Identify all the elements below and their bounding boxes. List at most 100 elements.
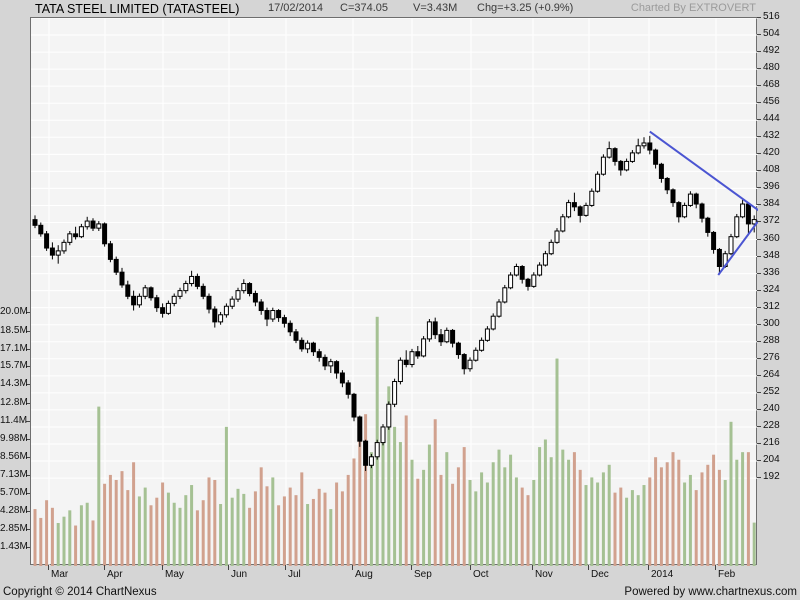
volume-bar	[358, 436, 362, 566]
candle-body	[374, 442, 380, 458]
volume-bar	[265, 486, 269, 566]
volume-bar	[404, 415, 408, 566]
month-label: Aug	[355, 569, 373, 580]
volume-bar	[219, 504, 223, 566]
volume-bar	[126, 490, 130, 566]
candle-body	[287, 322, 293, 333]
candle-body	[32, 219, 38, 226]
volume-bar	[456, 467, 460, 566]
price-axis-label: 288	[763, 335, 780, 346]
volume-bar	[369, 452, 373, 566]
candle-body	[647, 142, 653, 151]
price-tick-mark	[757, 477, 761, 478]
month-label: Oct	[473, 569, 489, 580]
volume-bar	[752, 522, 756, 566]
volume-bar	[335, 482, 339, 566]
price-tick-mark	[757, 307, 761, 308]
month-tick-mark	[104, 565, 105, 570]
price-axis-label: 396	[763, 181, 780, 192]
candle-body	[525, 278, 531, 287]
volume-bar	[317, 488, 321, 566]
volume-bar	[677, 459, 681, 566]
candle-body	[328, 361, 334, 367]
price-axis-label: 360	[763, 233, 780, 244]
candle-body	[397, 359, 403, 383]
candle-body	[415, 351, 421, 357]
chart-plot-area[interactable]	[30, 17, 758, 566]
volume-axis-label: 14.3M	[0, 378, 28, 389]
volume-bar	[114, 479, 118, 566]
candle-body	[571, 202, 577, 208]
price-tick-mark	[757, 136, 761, 137]
candle-body	[606, 148, 612, 158]
candle-body	[281, 317, 287, 324]
volume-bar	[526, 495, 530, 566]
price-axis-label: 216	[763, 437, 780, 448]
volume-axis-label: 15.7M	[0, 360, 28, 371]
price-axis-label: 492	[763, 45, 780, 56]
candle-body	[49, 247, 55, 256]
volume-bar	[74, 525, 78, 566]
volume-bar	[184, 495, 188, 566]
volume-bar	[161, 482, 165, 566]
price-axis-label: 348	[763, 250, 780, 261]
price-tick-mark	[757, 392, 761, 393]
candle-body	[44, 233, 50, 249]
candle-body	[84, 220, 90, 228]
volume-bar	[485, 482, 489, 566]
volume-bar	[416, 478, 420, 566]
month-label: May	[165, 569, 184, 580]
volume-bar	[213, 479, 217, 566]
candle-body	[676, 202, 682, 218]
volume-bar	[665, 462, 669, 566]
volume-bar	[688, 474, 692, 566]
volume-bar	[149, 505, 153, 566]
copyright-text: Copyright © 2014 ChartNexus	[3, 586, 157, 598]
candle-body	[194, 275, 200, 287]
powered-by-link[interactable]: Powered by www.chartnexus.com	[624, 586, 797, 598]
price-tick-mark	[757, 324, 761, 325]
candle-body	[542, 253, 548, 266]
candle-body	[554, 230, 560, 243]
volume-bar	[340, 491, 344, 566]
price-axis-label: 252	[763, 386, 780, 397]
price-tick-mark	[757, 426, 761, 427]
volume-bar	[654, 457, 658, 566]
candle-body	[276, 310, 282, 319]
volume-bar	[659, 467, 663, 566]
volume-bar	[410, 459, 414, 566]
month-tick-mark	[588, 565, 589, 570]
month-tick-mark	[228, 565, 229, 570]
month-label: Apr	[107, 569, 123, 580]
candle-body	[96, 223, 102, 229]
candle-body	[212, 308, 218, 323]
candle-body	[705, 217, 711, 233]
candle-body	[171, 295, 177, 304]
price-tick-mark	[757, 17, 761, 18]
month-label: Nov	[535, 569, 553, 580]
price-tick-mark	[757, 239, 761, 240]
volume-bar	[509, 454, 513, 566]
volume-axis-label: 7.13M	[0, 469, 28, 480]
candle-body	[223, 305, 229, 316]
price-tick-mark	[757, 375, 761, 376]
candle-body	[183, 283, 189, 292]
candle-body	[148, 287, 154, 299]
candle-body	[102, 223, 108, 245]
volume-tick-mark	[26, 366, 30, 367]
volume-bar	[572, 452, 576, 566]
volume-tick-mark	[26, 529, 30, 530]
candle-body	[334, 361, 340, 374]
trendline	[649, 130, 758, 212]
candle-body	[450, 329, 456, 344]
candle-body	[339, 372, 345, 384]
candle-body	[444, 329, 450, 343]
volume-bar	[253, 491, 257, 566]
volume-bar	[364, 414, 368, 566]
price-axis-label: 384	[763, 198, 780, 209]
candle-body	[745, 203, 751, 225]
candle-body	[142, 287, 148, 297]
volume-bar	[236, 488, 240, 566]
candle-body	[55, 250, 61, 256]
candle-body	[560, 216, 566, 232]
